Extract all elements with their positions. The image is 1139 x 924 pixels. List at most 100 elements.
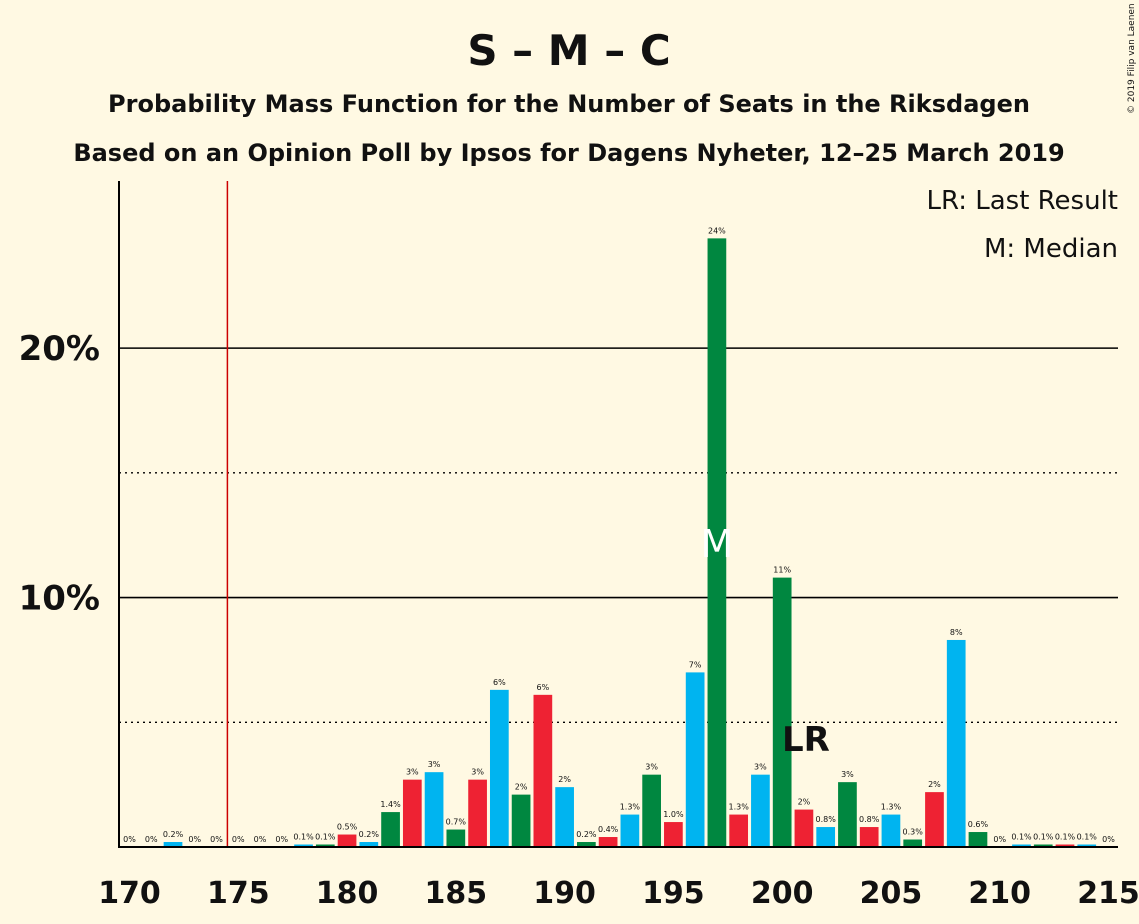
- x-tick-195: 195: [642, 876, 705, 911]
- bar-label-203: 3%: [841, 770, 854, 779]
- bar-label-181: 0.2%: [359, 830, 380, 839]
- bar-label-192: 0.4%: [598, 825, 619, 834]
- bar-label-179: 0.1%: [315, 833, 336, 842]
- bar-label-196: 7%: [689, 660, 702, 669]
- bar-label-200: 11%: [773, 566, 791, 575]
- bar-212: [1033, 844, 1053, 847]
- bar-172: [163, 842, 183, 847]
- bar-label-201: 2%: [798, 798, 811, 807]
- bar-label-176: 0%: [254, 835, 267, 844]
- bar-label-206: 0.3%: [903, 828, 924, 837]
- bar-193: [620, 814, 640, 847]
- bar-label-174: 0%: [210, 835, 223, 844]
- bar-194: [642, 774, 661, 847]
- bar-199: [751, 774, 770, 847]
- bar-label-173: 0%: [188, 835, 201, 844]
- bar-labels-group: 0% 0%0.2%0% 0% 0% 0% 0% 0.1% 0.1%0.5%0.2%1.4%3%…: [123, 226, 1115, 844]
- chart-title: S – M – C: [467, 26, 670, 75]
- bar-label-210: 0%: [993, 835, 1006, 844]
- bar-182: [381, 812, 400, 847]
- bar-label-205: 1.3%: [881, 803, 902, 812]
- x-tick-200: 200: [751, 876, 814, 911]
- axes-group: [118, 181, 1118, 848]
- bar-180: [337, 834, 357, 847]
- x-tick-205: 205: [860, 876, 923, 911]
- bar-181: [359, 842, 379, 847]
- bar-label-170: 0%: [123, 835, 136, 844]
- x-tick-170: 170: [98, 876, 161, 911]
- bar-label-198: 1.3%: [728, 803, 749, 812]
- bar-label-182: 1.4%: [380, 800, 401, 809]
- bar-203: [838, 782, 857, 847]
- bar-label-212: 0.1%: [1033, 833, 1054, 842]
- bar-214: [1077, 844, 1097, 847]
- bar-label-187: 6%: [493, 678, 506, 687]
- bar-label-199: 3%: [754, 763, 767, 772]
- gridlines: [119, 347, 1118, 723]
- bar-label-195: 1.0%: [663, 810, 684, 819]
- bar-195: [664, 822, 683, 847]
- bar-label-190: 2%: [558, 775, 571, 784]
- bar-label-197: 24%: [708, 226, 726, 235]
- bar-185: [446, 829, 466, 847]
- bar-191: [577, 842, 596, 847]
- bar-label-207: 2%: [928, 780, 941, 789]
- bar-209: [968, 832, 988, 847]
- bar-183: [402, 779, 422, 847]
- y-tick-20: 20%: [19, 329, 100, 369]
- bar-198: [729, 814, 749, 847]
- legend-median: M: Median: [984, 234, 1118, 264]
- bar-label-185: 0.7%: [446, 818, 467, 827]
- x-tick-215: 215: [1077, 876, 1139, 911]
- bar-label-177: 0%: [275, 835, 288, 844]
- bar-178: [294, 844, 313, 847]
- bar-label-183: 3%: [406, 768, 419, 777]
- bar-label-193: 1.3%: [620, 803, 641, 812]
- bar-202: [816, 827, 836, 847]
- bar-label-171: 0%: [145, 835, 158, 844]
- bar-190: [555, 787, 574, 847]
- bar-188: [511, 794, 531, 847]
- bar-179: [315, 844, 335, 847]
- bar-label-213: 0.1%: [1055, 833, 1076, 842]
- bar-211: [1012, 844, 1031, 847]
- bar-213: [1055, 844, 1075, 847]
- chart-subtitle-poll: Based on an Opinion Poll by Ipsos for Da…: [73, 139, 1064, 167]
- bar-label-202: 0.8%: [816, 815, 837, 824]
- bar-201: [794, 809, 814, 847]
- x-tick-185: 185: [425, 876, 488, 911]
- bar-207: [925, 792, 944, 847]
- bar-186: [468, 779, 487, 847]
- legend-last-result: LR: Last Result: [926, 186, 1118, 216]
- x-tick-180: 180: [316, 876, 379, 911]
- bar-label-189: 6%: [537, 683, 550, 692]
- bar-label-188: 2%: [515, 783, 528, 792]
- bar-label-194: 3%: [645, 763, 658, 772]
- x-tick-190: 190: [533, 876, 596, 911]
- bar-label-191: 0.2%: [576, 830, 597, 839]
- last-result-marker: LR: [782, 720, 830, 760]
- bar-label-172: 0.2%: [163, 830, 184, 839]
- bar-192: [598, 837, 618, 847]
- bar-label-215: 0%: [1102, 835, 1115, 844]
- bars-group: [163, 238, 1097, 847]
- median-marker: M: [701, 522, 734, 566]
- y-tick-labels: 10% 20%: [19, 329, 100, 618]
- bar-196: [685, 672, 705, 847]
- bar-label-209: 0.6%: [968, 820, 989, 829]
- bar-label-178: 0.1%: [293, 833, 314, 842]
- bar-label-214: 0.1%: [1077, 833, 1098, 842]
- x-tick-175: 175: [207, 876, 270, 911]
- bar-206: [903, 839, 923, 847]
- bar-189: [533, 694, 553, 847]
- chart-subtitle: Probability Mass Function for the Number…: [108, 90, 1030, 118]
- bar-187: [489, 689, 509, 847]
- copyright-credit: © 2019 Filip van Laenen: [1127, 3, 1137, 114]
- bar-label-184: 3%: [428, 760, 441, 769]
- bar-197: [707, 238, 727, 847]
- x-tick-labels: 170 175 180 185 190 195 200 205 210 215: [98, 876, 1139, 911]
- bar-label-211: 0.1%: [1011, 833, 1032, 842]
- bar-205: [881, 814, 901, 847]
